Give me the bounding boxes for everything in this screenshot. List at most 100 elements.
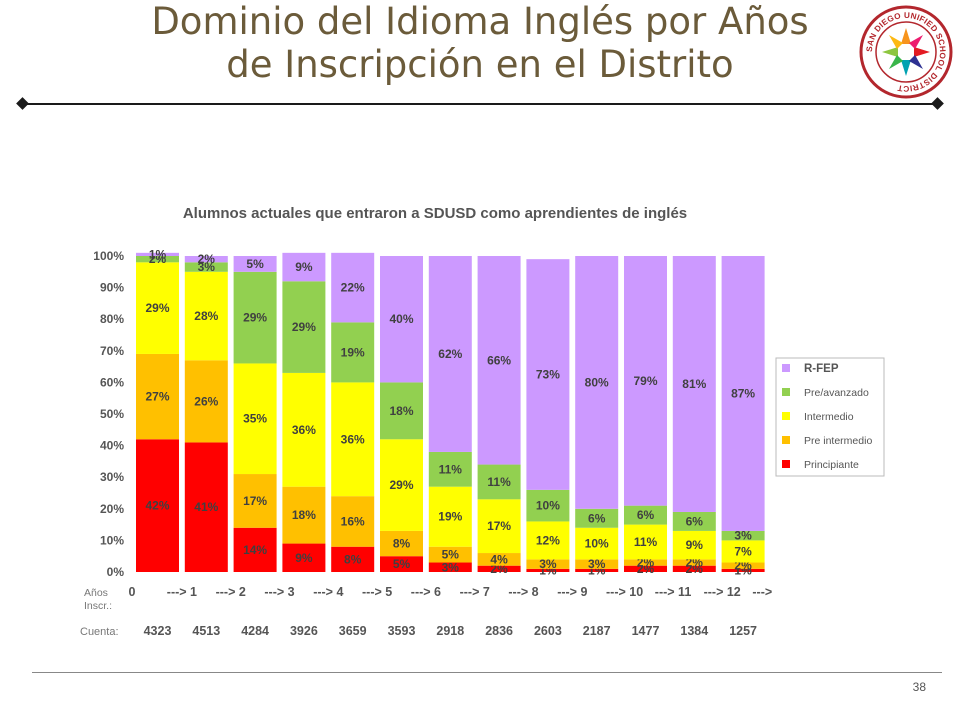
- data-label: 62%: [438, 347, 462, 361]
- data-label: 66%: [487, 353, 511, 367]
- legend-swatch: [782, 460, 790, 468]
- data-label: 17%: [243, 494, 267, 508]
- bar-segment: [136, 262, 179, 354]
- bar-segment: [282, 252, 326, 282]
- count-value: 3659: [339, 624, 367, 638]
- bar-segment: [526, 489, 570, 522]
- bar-segment: [136, 353, 179, 440]
- count-value: 2187: [583, 624, 611, 638]
- bar-segment: [721, 530, 765, 541]
- legend-swatch: [782, 436, 790, 444]
- data-label: 28%: [194, 309, 218, 323]
- data-label: 12%: [536, 533, 560, 547]
- data-label: 10%: [585, 537, 609, 551]
- data-label: 42%: [145, 499, 169, 513]
- data-label: 81%: [682, 377, 706, 391]
- slide-title: Dominio del Idioma Inglés por Años de In…: [0, 0, 960, 86]
- x-tick-label: ---> 8: [508, 585, 538, 599]
- bar-segment: [184, 442, 228, 572]
- bar-segment: [624, 256, 667, 506]
- data-label: 29%: [243, 311, 267, 325]
- bar-segment: [672, 530, 716, 560]
- y-tick-label: 70%: [100, 344, 124, 358]
- bar-segment: [575, 568, 619, 572]
- data-label: 18%: [389, 404, 413, 418]
- bar-segment: [136, 439, 179, 572]
- x-tick-label: ---> 4: [313, 585, 343, 599]
- data-label: 10%: [536, 499, 560, 513]
- data-label: 17%: [487, 519, 511, 533]
- bar-segment: [233, 271, 277, 364]
- data-label: 3%: [539, 557, 557, 571]
- data-label: 36%: [341, 432, 365, 446]
- y-tick-label: 30%: [100, 470, 124, 484]
- data-label: 29%: [292, 320, 316, 334]
- data-label: 7%: [734, 544, 752, 558]
- x-tick-label: ---> 5: [362, 585, 392, 599]
- bar-segment: [136, 256, 179, 263]
- bar-segment: [331, 252, 375, 323]
- bar-segment: [380, 530, 423, 557]
- bar-segment: [721, 562, 765, 569]
- bar-segment: [526, 259, 570, 490]
- x-tick-label: ---> 7: [460, 585, 490, 599]
- bar-segment: [721, 568, 765, 572]
- x-tick-label: ---> 1: [167, 585, 197, 599]
- legend-label: Intermedio: [804, 411, 854, 423]
- count-value: 3593: [388, 624, 416, 638]
- bar-segment: [575, 559, 619, 569]
- bar-segment: [331, 322, 375, 383]
- x-tick-label: ---> 12: [704, 585, 741, 599]
- bar-segment: [282, 543, 326, 572]
- bar-segment: [428, 546, 472, 563]
- bar-segment: [624, 565, 667, 572]
- x-tick-label: 0: [129, 585, 136, 599]
- bar-segment: [575, 256, 619, 509]
- bar-segment: [233, 474, 277, 528]
- bar-segment: [331, 546, 375, 572]
- data-label: 1%: [149, 247, 167, 261]
- bar-segment: [526, 568, 570, 572]
- data-label: 11%: [439, 462, 463, 476]
- divider-left-diamond: [16, 97, 29, 110]
- data-label: 6%: [588, 511, 606, 525]
- count-value: 2603: [534, 624, 562, 638]
- count-value: 4323: [144, 624, 172, 638]
- x-tick-label: ---> 3: [264, 585, 294, 599]
- count-value: 2836: [485, 624, 513, 638]
- bar-segment: [282, 486, 326, 544]
- count-value: 1257: [729, 624, 757, 638]
- data-label: 16%: [341, 514, 365, 528]
- legend-swatch: [782, 388, 790, 396]
- data-label: 3%: [442, 560, 460, 574]
- bar-segment: [477, 553, 521, 566]
- bar-segment: [428, 451, 472, 487]
- data-label: 18%: [292, 508, 316, 522]
- bar-segment: [672, 565, 716, 572]
- bar-segment: [526, 521, 570, 560]
- y-tick-label: 80%: [100, 312, 124, 326]
- bar-segment: [526, 559, 570, 569]
- data-label: 87%: [731, 386, 755, 400]
- legend-label: Pre intermedio: [804, 435, 872, 447]
- bar-segment: [282, 281, 326, 373]
- x-tick-label: --->: [752, 585, 772, 599]
- stacked-bar-chart: 0% 10% 20% 30% 40% 50% 60% 70% 80% 90% 100% 42% 27% 2…: [80, 247, 885, 638]
- data-label: 35%: [243, 412, 267, 426]
- count-value: 3926: [290, 624, 318, 638]
- bar-segment: [428, 486, 472, 547]
- y-tick-label: 40%: [100, 439, 124, 453]
- count-row-label: Cuenta:: [80, 626, 119, 638]
- footer-divider: [32, 672, 942, 673]
- bar-segment: [184, 360, 228, 443]
- bar-segment: [672, 511, 716, 531]
- legend-swatch: [782, 364, 790, 372]
- data-label: 19%: [341, 345, 365, 359]
- bar-segment: [136, 252, 179, 256]
- x-tick-label: ---> 2: [216, 585, 246, 599]
- y-tick-label: 90%: [100, 281, 124, 295]
- y-tick-label: 20%: [100, 502, 124, 516]
- y-tick-label: 100%: [93, 249, 124, 263]
- count-value: 4513: [192, 624, 220, 638]
- y-tick-label: 60%: [100, 375, 124, 389]
